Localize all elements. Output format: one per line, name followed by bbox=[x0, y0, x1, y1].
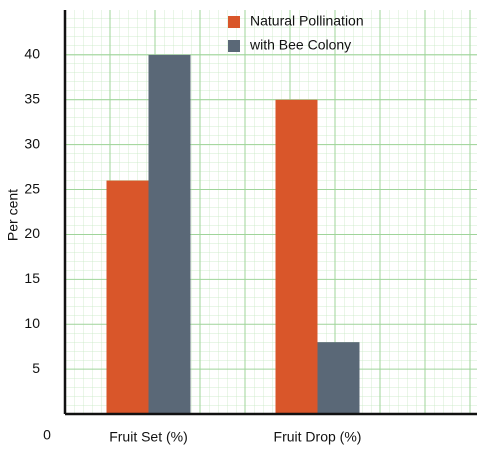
y-tick-label: 5 bbox=[32, 360, 40, 376]
x-tick-label: Fruit Drop (%) bbox=[274, 429, 362, 445]
y-tick-label: 0 bbox=[43, 427, 51, 443]
y-axis-label: Per cent bbox=[5, 189, 21, 241]
bar bbox=[148, 54, 191, 415]
y-tick-label: 30 bbox=[24, 135, 40, 151]
y-tick-label: 35 bbox=[24, 90, 40, 106]
y-tick-label: 10 bbox=[24, 315, 40, 331]
legend-label: Natural Pollination bbox=[250, 13, 364, 29]
x-tick-label: Fruit Set (%) bbox=[109, 429, 188, 445]
legend-swatch bbox=[228, 40, 240, 52]
bar bbox=[317, 342, 360, 414]
y-tick-label: 25 bbox=[24, 180, 40, 196]
y-tick-label: 20 bbox=[24, 225, 40, 241]
legend-swatch bbox=[228, 16, 240, 28]
y-tick-label: 40 bbox=[24, 46, 40, 62]
legend-label: with Bee Colony bbox=[249, 37, 351, 53]
bar bbox=[275, 99, 318, 415]
bar bbox=[106, 180, 149, 414]
y-tick-label: 15 bbox=[24, 270, 40, 286]
